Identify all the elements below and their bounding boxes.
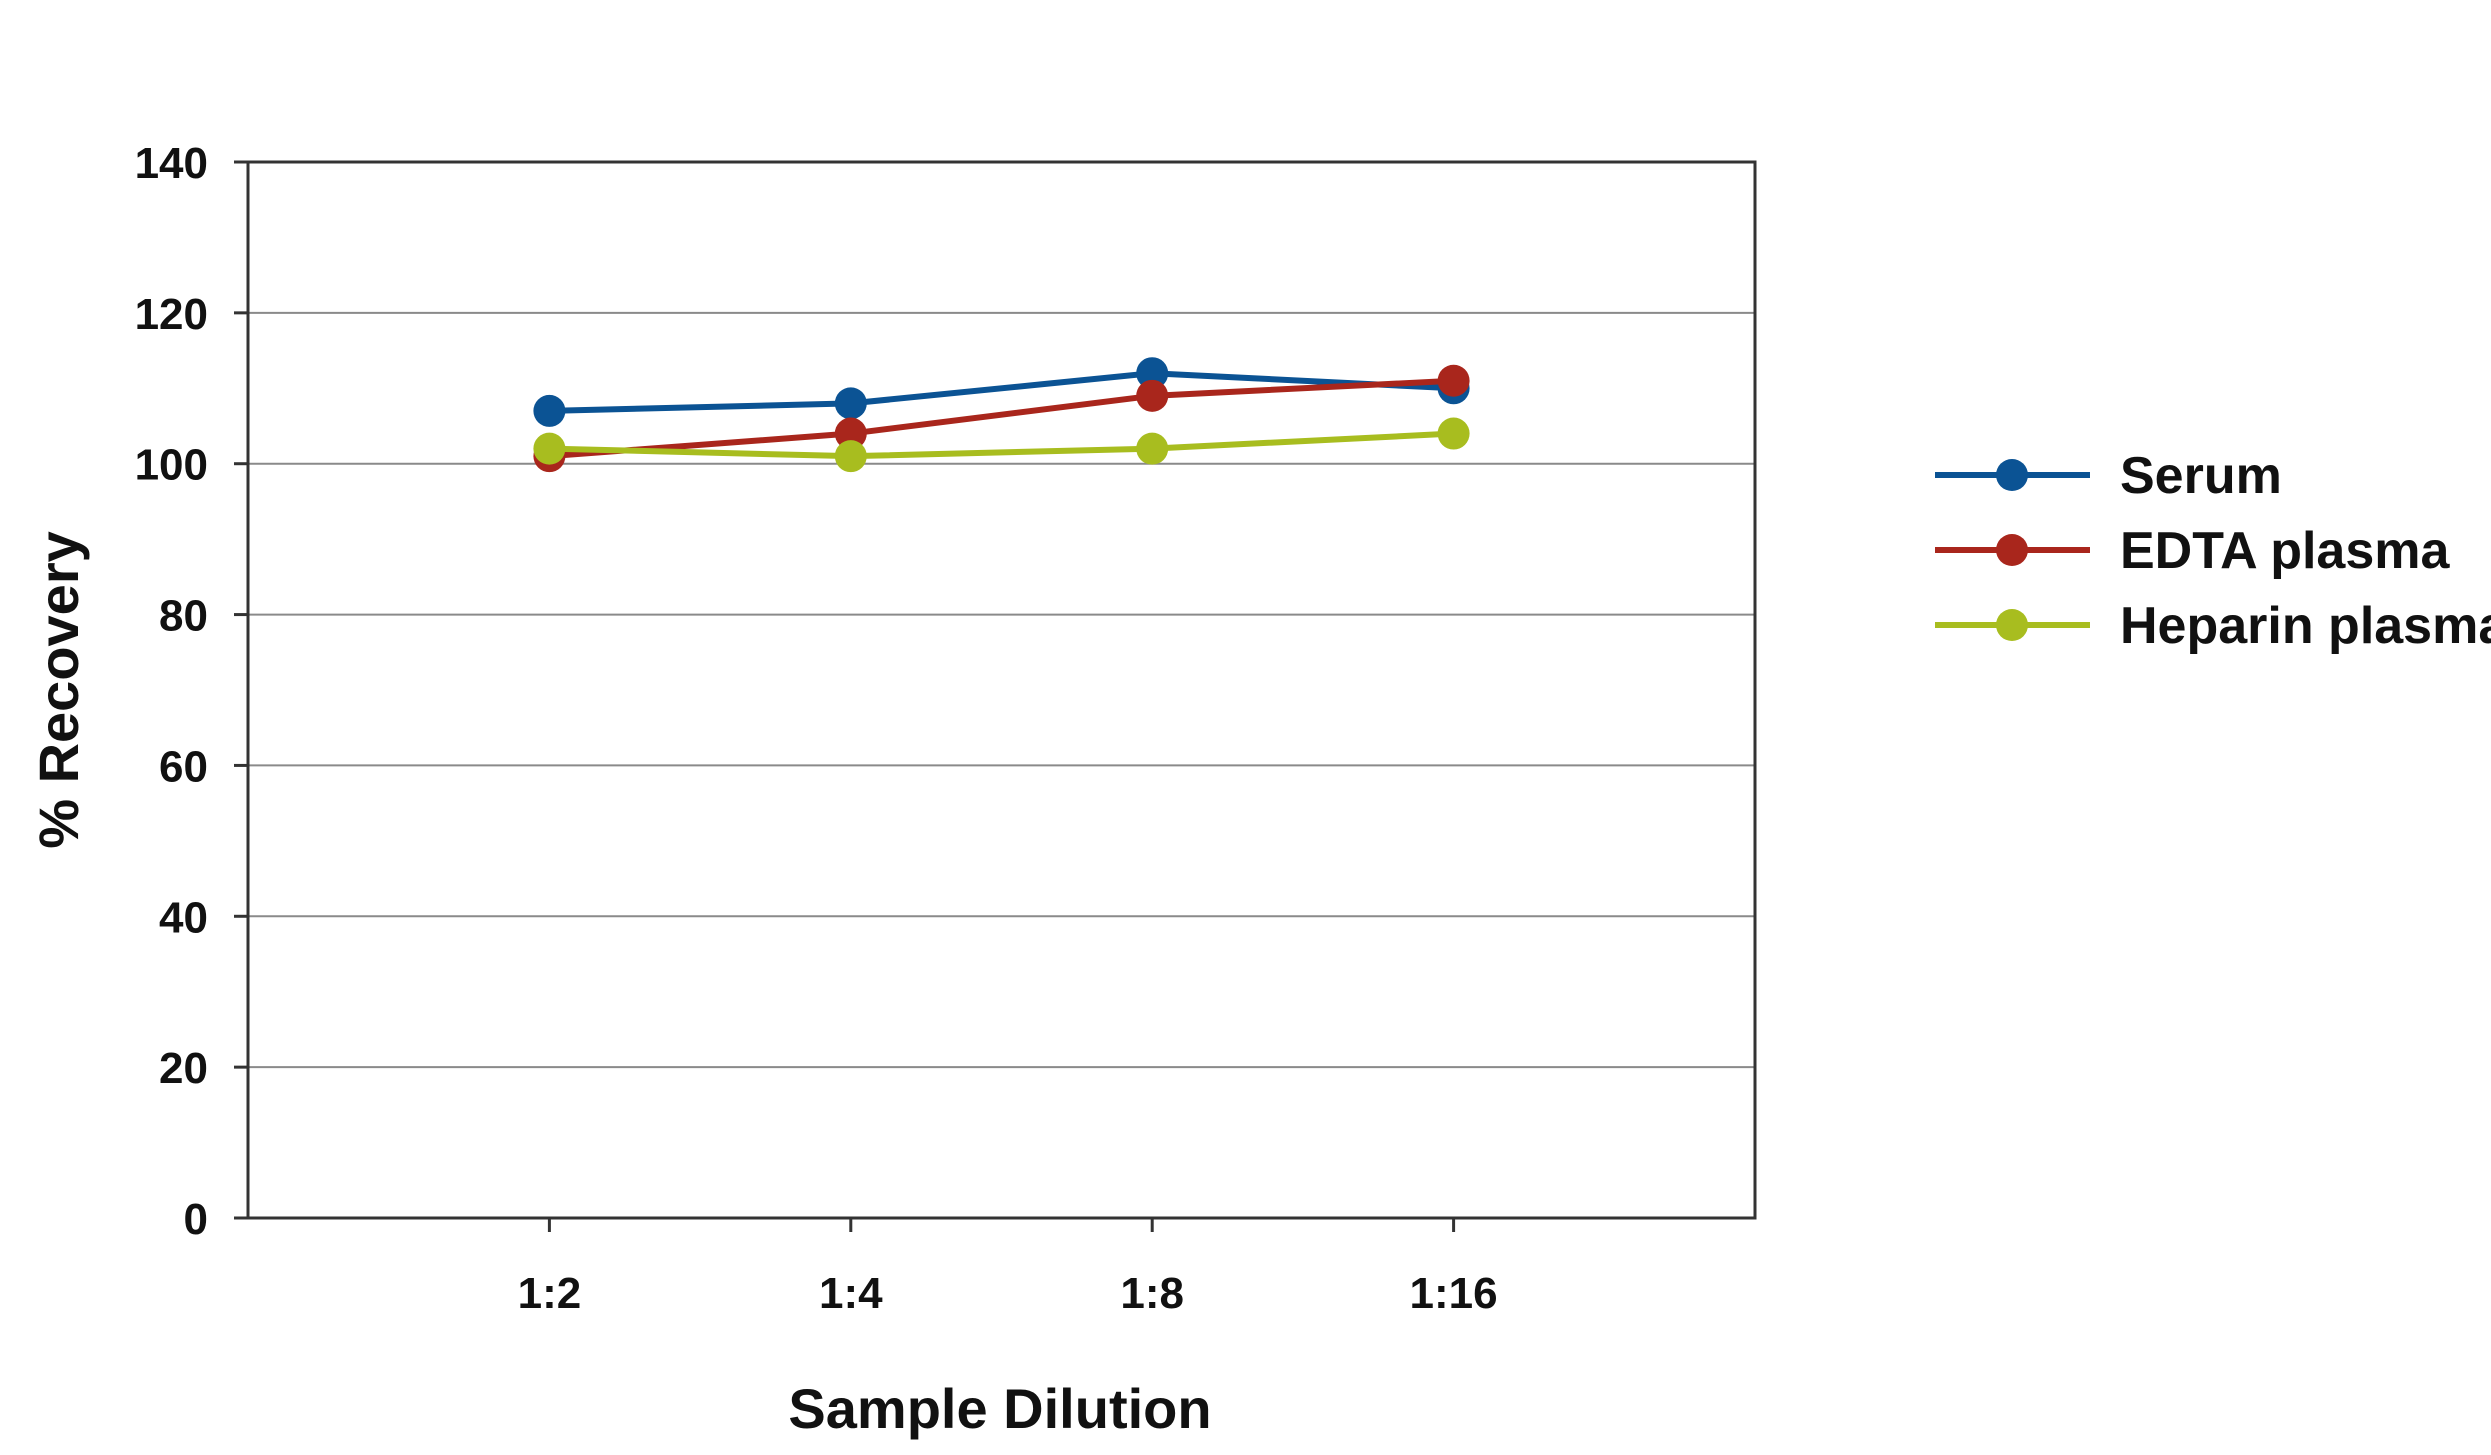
plot-area <box>246 160 1757 1220</box>
data-point <box>533 432 566 465</box>
data-point <box>1437 364 1470 397</box>
y-tick-label: 100 <box>135 441 208 490</box>
series-edta-plasma <box>533 364 1470 473</box>
y-tick-label: 140 <box>135 139 208 188</box>
y-tick-label: 40 <box>159 893 208 942</box>
series-line <box>549 430 1454 460</box>
series-heparin-plasma <box>533 417 1470 473</box>
legend-swatch-marker <box>1996 459 2028 491</box>
data-point <box>834 440 867 473</box>
gridlines <box>248 311 1755 1069</box>
series-line <box>549 370 1454 414</box>
legend: Serum EDTA plasma Heparin plasma <box>1935 447 2491 655</box>
data-point <box>1136 379 1169 412</box>
y-tick-label: 20 <box>159 1044 208 1093</box>
legend-label: Heparin plasma <box>2120 597 2491 655</box>
data-point <box>533 394 566 427</box>
data-point <box>1437 417 1470 450</box>
legend-swatch-marker <box>1996 534 2028 566</box>
legend-item: Heparin plasma <box>1935 597 2491 655</box>
data-point <box>834 417 867 450</box>
data-point <box>1136 432 1169 465</box>
x-tick-label: 1:16 <box>1410 1269 1498 1318</box>
y-axis-title: % Recovery <box>27 531 90 849</box>
y-tick-label: 60 <box>159 742 208 791</box>
legend-label: EDTA plasma <box>2120 522 2450 580</box>
x-tick-label: 1:4 <box>819 1269 883 1318</box>
y-tick-label: 0 <box>184 1195 208 1244</box>
x-tick-label: 1:2 <box>518 1269 582 1318</box>
y-tick-label: 120 <box>135 290 208 339</box>
legend-item: EDTA plasma <box>1935 522 2450 580</box>
legend-item: Serum <box>1935 447 2282 505</box>
y-tick-label: 80 <box>159 592 208 641</box>
data-point <box>834 387 867 420</box>
x-axis-title: Sample Dilution <box>788 1377 1211 1440</box>
axes: 0 20 40 60 80 100 120 140 1:2 1:4 1:8 1:16 <box>135 139 1498 1318</box>
series-lines <box>533 357 1470 473</box>
legend-label: Serum <box>2120 447 2282 505</box>
series-line <box>549 377 1454 460</box>
data-point <box>1136 357 1169 390</box>
x-tick-label: 1:8 <box>1120 1269 1184 1318</box>
legend-swatch-marker <box>1996 609 2028 641</box>
